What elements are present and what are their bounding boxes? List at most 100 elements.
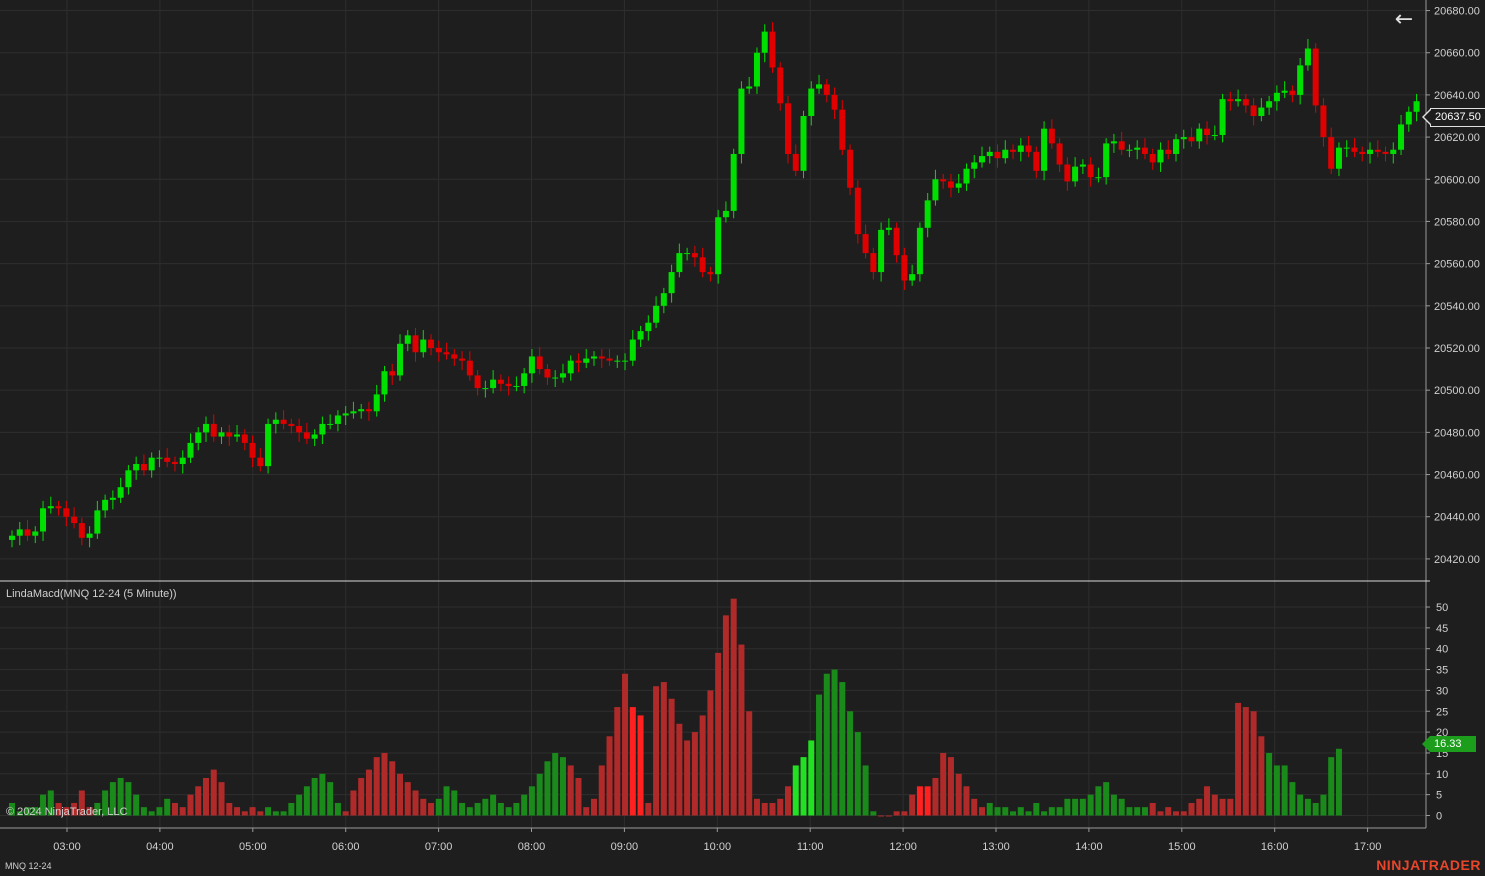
macd-bar: [350, 790, 357, 816]
macd-bar: [210, 769, 217, 816]
candle-body: [528, 356, 535, 374]
price-panel[interactable]: [9, 22, 1420, 548]
candle-body: [715, 217, 722, 275]
macd-bar: [1188, 802, 1195, 816]
arrow-left-icon[interactable]: ←: [1394, 7, 1414, 32]
candle-body: [1103, 143, 1110, 178]
macd-bar: [1320, 794, 1327, 816]
candle-body: [1017, 145, 1024, 152]
time-tick-label: 08:00: [518, 841, 546, 853]
macd-bar: [1141, 807, 1148, 816]
candle-body: [490, 379, 497, 389]
candle-body: [1335, 147, 1342, 169]
macd-bar: [397, 773, 403, 816]
macd-bar: [1110, 794, 1117, 816]
candle-body: [280, 419, 287, 424]
macd-bar: [32, 807, 39, 816]
candle-body: [171, 461, 178, 464]
candle-body: [1165, 149, 1172, 154]
macd-bar: [591, 798, 597, 816]
time-tick-label: 11:00: [797, 841, 824, 853]
candle-body: [296, 426, 303, 433]
macd-bar: [451, 790, 458, 816]
macd-bar: [234, 807, 241, 816]
candle-body: [412, 335, 419, 353]
macd-bar: [684, 740, 691, 816]
candle-body: [16, 529, 23, 536]
macd-tick-label: 5: [1436, 790, 1442, 802]
price-tick-label: 20680.00: [1434, 6, 1480, 18]
axes: 20680.00 20660.00 20640.00 20620.00 20600.00…: [0, 0, 1480, 853]
macd-bar: [947, 757, 954, 816]
candle-body: [668, 272, 675, 294]
candle-body: [9, 535, 15, 540]
macd-bar: [203, 777, 209, 816]
macd-bar: [614, 707, 621, 816]
candle-body: [218, 432, 225, 437]
macd-bar: [1126, 807, 1133, 816]
candle-body: [1312, 48, 1319, 106]
candle-body: [102, 499, 109, 511]
macd-tick-label: 45: [1436, 623, 1448, 635]
candle-body: [653, 305, 660, 323]
candle-body: [730, 153, 737, 211]
candle-body: [707, 272, 714, 275]
macd-bar: [971, 798, 978, 816]
candle-body: [994, 151, 1001, 159]
candle-body: [1072, 166, 1079, 182]
macd-tick-label: 35: [1436, 665, 1448, 677]
price-tick-label: 20640.00: [1434, 90, 1480, 102]
macd-bar: [1079, 798, 1086, 816]
time-tick-label: 04:00: [146, 841, 174, 853]
candle-body: [629, 339, 636, 361]
macd-bar: [924, 786, 931, 816]
macd-bar: [1173, 811, 1179, 816]
candle-body: [909, 274, 916, 281]
candle-body: [598, 356, 605, 359]
candle-body: [924, 200, 931, 228]
candle-body: [1056, 143, 1063, 165]
macd-bar: [622, 673, 629, 816]
time-tick-label: 10:00: [704, 841, 732, 853]
candle-body: [241, 434, 248, 443]
candle-body: [1227, 99, 1234, 102]
candle-body: [156, 457, 163, 459]
time-tick-label: 15:00: [1168, 841, 1196, 853]
candle-body: [435, 348, 442, 353]
macd-bar: [1149, 802, 1156, 816]
macd-bar: [901, 811, 908, 816]
candle-body: [1064, 164, 1071, 182]
macd-bar: [420, 798, 427, 816]
candle-body: [971, 162, 978, 169]
candle-body: [637, 331, 644, 340]
macd-bar: [1048, 807, 1055, 816]
candle-body: [466, 360, 473, 376]
price-tick-label: 20540.00: [1434, 301, 1480, 313]
candle-body: [1273, 92, 1280, 102]
macd-bar: [404, 782, 411, 816]
candle-body: [1258, 107, 1265, 116]
macd-bar: [528, 786, 535, 816]
macd-bar: [1017, 807, 1024, 816]
macd-panel[interactable]: [9, 598, 1342, 817]
candle-body: [32, 531, 39, 536]
macd-bar: [9, 802, 15, 816]
macd-bar: [730, 598, 737, 816]
macd-bar: [753, 798, 760, 816]
price-tick-label: 20660.00: [1434, 48, 1480, 60]
macd-bar: [645, 802, 652, 816]
macd-bar: [831, 669, 838, 816]
candle-body: [1382, 151, 1389, 154]
macd-bar: [1312, 802, 1319, 816]
candle-body: [1134, 147, 1141, 150]
candle-body: [1118, 141, 1125, 150]
candle-body: [536, 356, 543, 370]
candle-body: [1126, 149, 1133, 151]
candle-body: [1002, 149, 1009, 159]
candle-body: [1405, 111, 1412, 125]
candle-body: [1250, 105, 1257, 116]
macd-bar: [676, 723, 683, 816]
price-tick-label: 20440.00: [1434, 512, 1480, 524]
macd-bar: [1258, 736, 1265, 816]
